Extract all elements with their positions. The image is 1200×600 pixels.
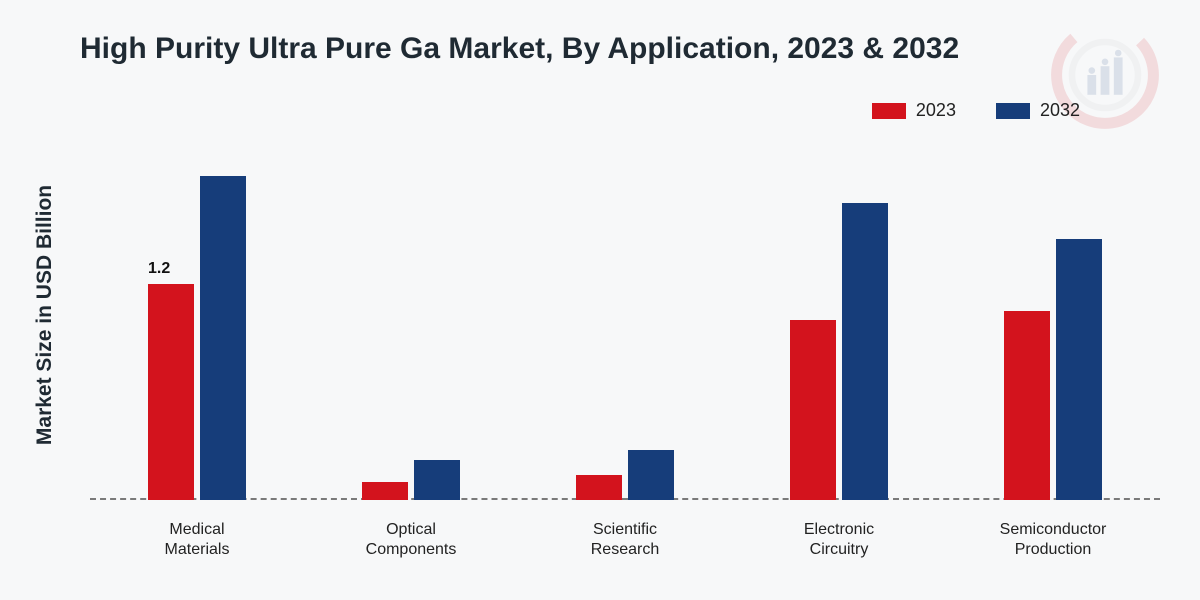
bar [414, 460, 460, 500]
bar [842, 203, 888, 500]
legend-item-2032: 2032 [996, 100, 1080, 121]
legend-item-2023: 2023 [872, 100, 956, 121]
bar-group [304, 140, 518, 500]
x-axis-tick-label: SemiconductorProduction [946, 520, 1160, 560]
legend-swatch-icon [872, 103, 906, 119]
y-axis-label: Market Size in USD Billion [33, 185, 57, 445]
x-axis-tick-label: ScientificResearch [518, 520, 732, 560]
chart-canvas: High Purity Ultra Pure Ga Market, By App… [0, 0, 1200, 600]
plot-area: 1.2 [90, 140, 1160, 500]
bar [200, 176, 246, 500]
bar-value-label: 1.2 [148, 260, 170, 278]
bar [576, 475, 622, 500]
chart-title: High Purity Ultra Pure Ga Market, By App… [80, 32, 959, 66]
x-axis-tick-label: OpticalComponents [304, 520, 518, 560]
x-axis-tick-label: MedicalMaterials [90, 520, 304, 560]
legend-label: 2032 [1040, 100, 1080, 121]
bar [628, 450, 674, 500]
legend: 2023 2032 [872, 100, 1080, 121]
legend-label: 2023 [916, 100, 956, 121]
x-axis-tick-label: ElectronicCircuitry [732, 520, 946, 560]
bar [1004, 311, 1050, 500]
bar-groups: 1.2 [90, 140, 1160, 500]
bar-group [518, 140, 732, 500]
bar-group [946, 140, 1160, 500]
bar-group: 1.2 [90, 140, 304, 500]
bar [1056, 239, 1102, 500]
legend-swatch-icon [996, 103, 1030, 119]
bar [148, 284, 194, 500]
y-axis-label-container: Market Size in USD Billion [30, 130, 60, 500]
x-axis-labels: MedicalMaterialsOpticalComponentsScienti… [90, 520, 1160, 560]
bar-group [732, 140, 946, 500]
bar [790, 320, 836, 500]
bar [362, 482, 408, 500]
